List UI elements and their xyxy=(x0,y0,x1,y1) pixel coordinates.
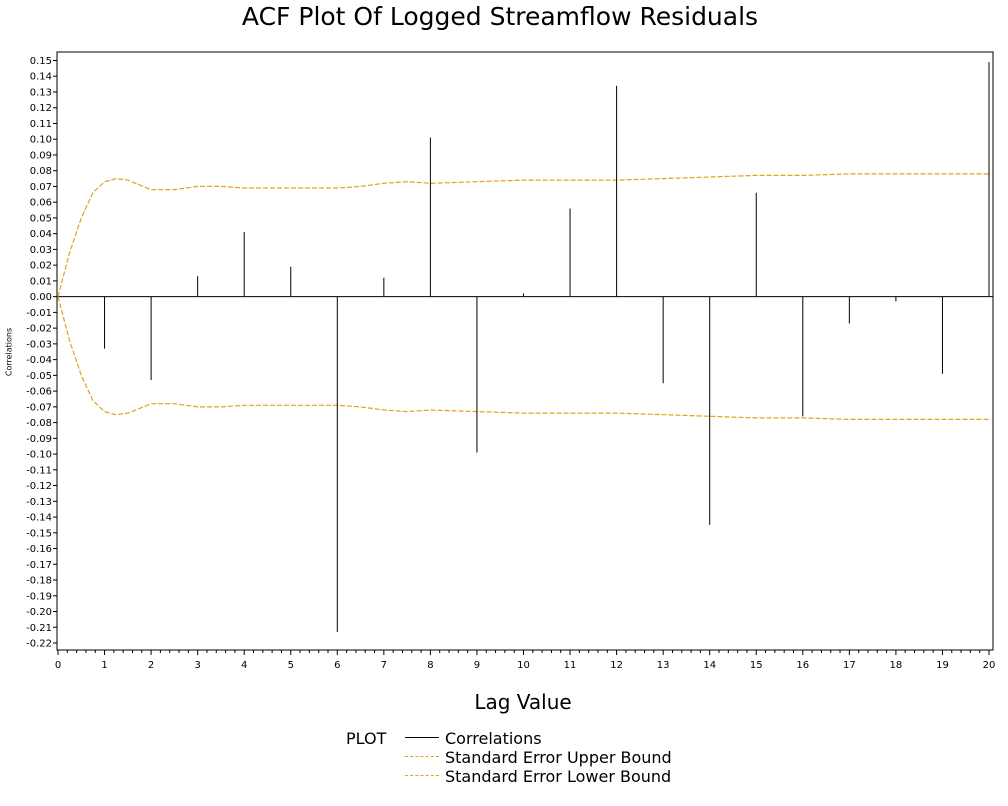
y-tick-label: -0.15 xyxy=(26,528,52,539)
x-tick-label: 6 xyxy=(334,660,340,671)
y-tick-label: 0.00 xyxy=(30,292,52,303)
x-tick-label: 20 xyxy=(983,660,996,671)
legend-item-upper-bound: Standard Error Upper Bound xyxy=(405,748,672,767)
y-tick-label: -0.16 xyxy=(26,544,52,555)
y-tick-label: -0.11 xyxy=(26,465,52,476)
x-tick-label: 13 xyxy=(657,660,670,671)
y-tick-label: -0.21 xyxy=(26,623,52,634)
x-tick-label: 5 xyxy=(288,660,294,671)
y-tick-label: -0.05 xyxy=(26,371,52,382)
y-tick-label: 0.04 xyxy=(30,229,52,240)
y-tick-label: 0.06 xyxy=(30,198,52,209)
x-tick-label: 17 xyxy=(843,660,856,671)
standard-error-bounds xyxy=(57,173,989,420)
y-tick-label: 0.05 xyxy=(30,213,52,224)
x-tick-label: 2 xyxy=(148,660,154,671)
legend-item-correlations: Correlations xyxy=(405,729,542,748)
y-tick-label: -0.03 xyxy=(26,339,52,350)
x-tick-label: 11 xyxy=(564,660,577,671)
x-tick-label: 8 xyxy=(427,660,433,671)
y-tick-label: -0.19 xyxy=(26,591,52,602)
y-tick-label: -0.04 xyxy=(26,355,52,366)
x-tick-label: 4 xyxy=(241,660,247,671)
y-tick-label: -0.09 xyxy=(26,434,52,445)
y-tick-label: -0.07 xyxy=(26,402,52,413)
y-tick-label: -0.02 xyxy=(26,324,52,335)
x-tick-label: 0 xyxy=(55,660,61,671)
legend-label: Standard Error Upper Bound xyxy=(445,748,672,767)
y-tick-label: -0.06 xyxy=(26,387,52,398)
x-tick-label: 12 xyxy=(610,660,623,671)
y-axis: 0.15 0.14 0.13 0.12 0.11 0.10 0.09 0.08 0.07 0.06… xyxy=(26,56,57,650)
legend-label: Standard Error Lower Bound xyxy=(445,767,672,786)
x-tick-label: 10 xyxy=(517,660,530,671)
legend-label: Correlations xyxy=(445,729,542,748)
y-tick-label: -0.14 xyxy=(26,513,52,524)
y-axis-label: Correlations xyxy=(4,327,14,377)
x-tick-label: 19 xyxy=(936,660,949,671)
legend-swatch-dashed xyxy=(405,756,439,757)
legend-swatch-dashed xyxy=(405,775,439,776)
y-tick-label: -0.18 xyxy=(26,576,52,587)
legend-item-lower-bound: Standard Error Lower Bound xyxy=(405,767,671,786)
correlation-needles xyxy=(104,62,990,632)
y-tick-label: 0.03 xyxy=(30,245,52,256)
y-tick-label: 0.14 xyxy=(30,72,52,83)
acf-chart: 0.15 0.14 0.13 0.12 0.11 0.10 0.09 0.08 0.07 0.06… xyxy=(26,51,996,671)
y-tick-label: 0.15 xyxy=(30,56,52,67)
x-tick-label: 3 xyxy=(194,660,200,671)
x-tick-label: 18 xyxy=(890,660,903,671)
y-tick-label: 0.09 xyxy=(30,150,52,161)
y-tick-label: 0.02 xyxy=(30,261,52,272)
upper-bound-line xyxy=(57,173,989,297)
plot-area-frame xyxy=(56,51,994,651)
y-tick-label: -0.12 xyxy=(26,481,52,492)
x-tick-label: 15 xyxy=(750,660,763,671)
lower-bound-line xyxy=(57,296,989,420)
y-tick-label: -0.10 xyxy=(26,450,52,461)
legend-swatch-solid xyxy=(405,737,439,738)
x-tick-label: 9 xyxy=(474,660,480,671)
y-tick-label: 0.13 xyxy=(30,87,52,98)
chart-title: ACF Plot Of Logged Streamflow Residuals xyxy=(241,2,759,31)
y-tick-label: -0.13 xyxy=(26,497,52,508)
y-tick-label: 0.07 xyxy=(30,182,52,193)
y-tick-label: -0.17 xyxy=(26,560,52,571)
y-tick-label: 0.10 xyxy=(30,135,52,146)
y-tick-label: -0.20 xyxy=(26,607,52,618)
legend-title: PLOT xyxy=(346,729,387,748)
x-tick-label: 16 xyxy=(796,660,809,671)
y-tick-label: -0.08 xyxy=(26,418,52,429)
y-tick-label: -0.01 xyxy=(26,308,52,319)
x-tick-label: 1 xyxy=(101,660,107,671)
y-tick-label: 0.11 xyxy=(30,119,52,130)
y-tick-label: 0.12 xyxy=(30,103,52,114)
x-tick-label: 7 xyxy=(381,660,387,671)
y-tick-label: 0.08 xyxy=(30,166,52,177)
x-tick-label: 14 xyxy=(703,660,716,671)
y-tick-label: 0.01 xyxy=(30,276,52,287)
y-tick-label: -0.22 xyxy=(26,639,52,650)
x-axis: 0 1 2 3 4 5 6 7 8 9 10 11 12 13 14 15 16 17 18 19 20 xyxy=(55,650,996,671)
x-axis-label: Lag Value xyxy=(474,690,572,714)
